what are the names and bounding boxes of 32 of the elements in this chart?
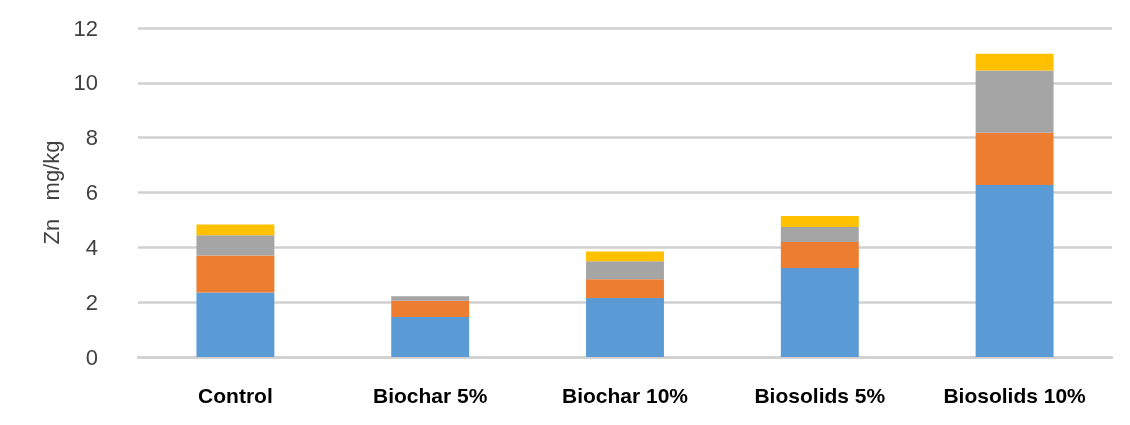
x-tick-label: Biosolids 10% (943, 384, 1087, 407)
y-tick-label: 6 (85, 180, 98, 205)
bar (975, 132, 1054, 186)
bar (780, 242, 859, 268)
bar (391, 296, 470, 301)
bar (780, 216, 859, 228)
y-tick-label: 10 (73, 70, 98, 96)
bar (780, 267, 859, 357)
y-tick-label: 0 (85, 344, 98, 370)
bar (586, 251, 664, 262)
bar (391, 300, 470, 317)
x-tick-label: Biochar 10% (561, 384, 689, 407)
bar (586, 261, 664, 280)
y-tick-label: 2 (85, 289, 98, 315)
bar (975, 185, 1054, 357)
y-axis-title: Zn mg/kg (39, 140, 65, 245)
bar (196, 235, 275, 256)
x-tick-label: Biochar 5% (373, 384, 488, 407)
x-tick-label: Biosolids 5% (754, 384, 886, 407)
x-tick-label: Control (198, 384, 273, 407)
bar (196, 224, 275, 236)
y-tick-label: 8 (85, 125, 98, 151)
bar (975, 70, 1054, 133)
bar (975, 53, 1054, 71)
bar (586, 298, 664, 357)
bar (391, 316, 470, 357)
y-tick-label: 12 (73, 15, 98, 41)
bar (196, 292, 275, 357)
bar (586, 279, 664, 299)
y-tick-label: 4 (85, 234, 98, 260)
bar (196, 255, 275, 293)
bar (780, 227, 859, 243)
